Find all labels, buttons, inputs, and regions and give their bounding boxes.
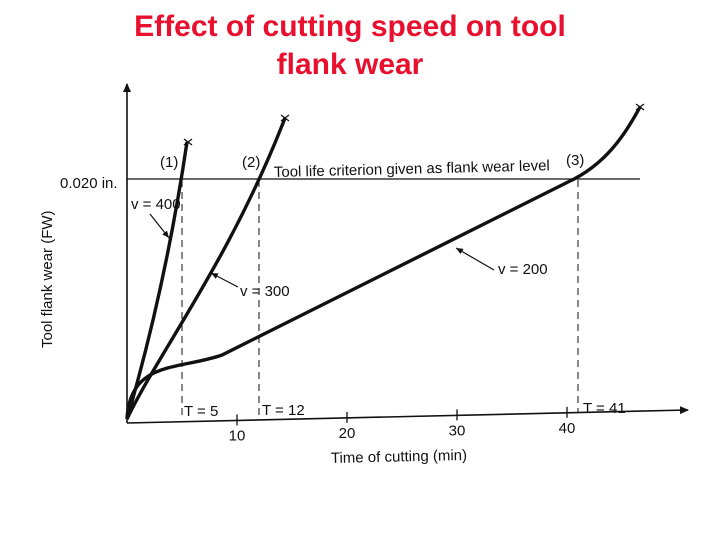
curve-v200-end-mark xyxy=(635,103,645,111)
series-v300 xyxy=(125,114,290,420)
x-ticks: 10 20 30 40 xyxy=(229,406,576,444)
curve-id-2: (2) xyxy=(242,154,260,171)
slide-title: Effect of cutting speed on tool flank we… xyxy=(60,8,640,84)
curve-id-3: (3) xyxy=(566,152,584,169)
curve-v400 xyxy=(125,141,189,420)
criterion-value-label: 0.020 in. xyxy=(60,175,118,192)
leader-v200 xyxy=(455,247,495,271)
x-tick-label: 30 xyxy=(449,422,466,439)
tool-life-label-v200: T = 41 xyxy=(583,400,626,417)
x-axis-title: Time of cutting (min) xyxy=(331,447,468,467)
speed-label-v400: v = 400 xyxy=(131,196,181,213)
curve-v300 xyxy=(125,117,287,420)
leader-v400 xyxy=(149,213,170,239)
title-line-1: Effect of cutting speed on tool xyxy=(134,10,566,43)
speed-label-v300: v = 300 xyxy=(240,283,290,300)
x-axis xyxy=(126,406,689,424)
curve-v400-end-mark xyxy=(183,138,193,146)
x-tick-label: 40 xyxy=(559,420,576,437)
tool-life-label-v400: T = 5 xyxy=(184,403,218,420)
curve-id-1: (1) xyxy=(160,154,178,171)
title-line-2: flank wear xyxy=(276,48,424,81)
curve-v200 xyxy=(125,106,642,420)
series-v200 xyxy=(125,103,645,420)
speed-label-v200: v = 200 xyxy=(498,261,548,278)
x-tick-label: 10 xyxy=(229,427,246,444)
x-tick-label: 20 xyxy=(339,425,356,442)
leader-v300 xyxy=(210,272,239,288)
tool-life-label-v300: T = 12 xyxy=(262,402,305,419)
criterion-text: Tool life criterion given as flank wear … xyxy=(274,157,550,181)
curve-v300-end-mark xyxy=(280,114,290,122)
y-axis-title: Tool flank wear (FW) xyxy=(39,210,56,348)
